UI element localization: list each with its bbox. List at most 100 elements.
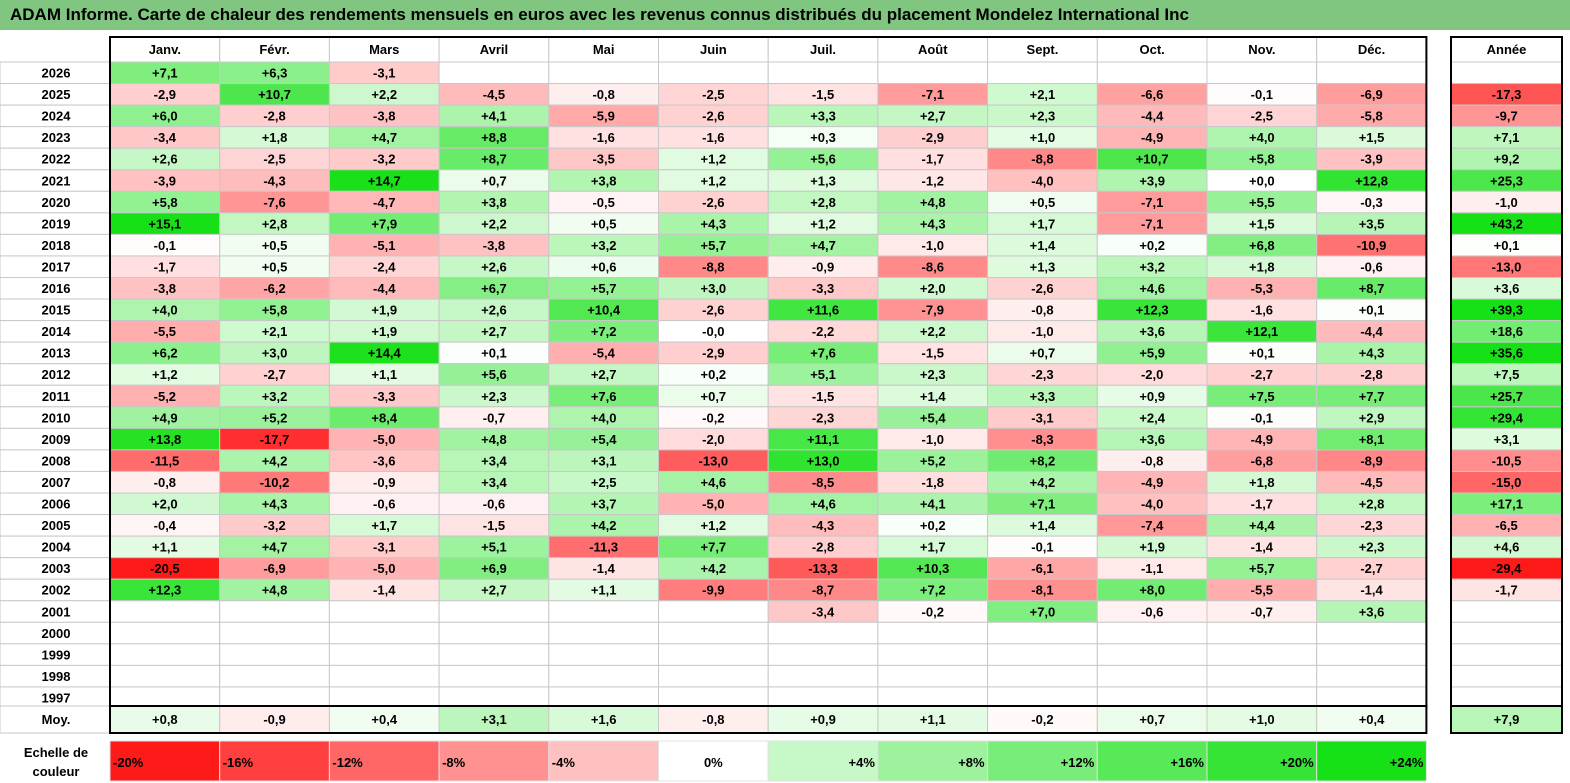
year-total-label: +17,1 [1490,497,1523,512]
heatmap-cell [1206,61,1318,85]
cell-value-label: +1,4 [920,389,946,404]
cell-value-label: -2,0 [702,432,724,447]
cell-value-label: -0,8 [1031,303,1053,318]
heatmap-cell [877,643,989,666]
cell-value-label: -4,9 [1141,130,1163,145]
cell-value-label: -1,4 [592,561,615,576]
year-label: 2021 [42,173,71,188]
year-label: 2014 [42,324,72,339]
cell-value-label: +4,8 [262,583,288,598]
cell-value-label: +7,1 [1030,497,1056,512]
cell-value-label: +8,8 [481,130,507,145]
cell-value-label: -17,7 [260,432,290,447]
heatmap-cell [438,600,550,623]
cell-value-label: -6,2 [263,281,285,296]
cell-value-label: +1,8 [1249,475,1275,490]
heatmap-cell [877,61,989,85]
cell-value-label: +1,7 [371,518,397,533]
cell-value-label: +5,5 [1249,195,1275,210]
year-label: 2000 [42,626,71,641]
year-label: 2012 [42,367,71,382]
cell-value-label: +7,9 [371,216,397,231]
cell-value-label: +3,2 [591,238,617,253]
cell-value-label: +12,3 [1136,303,1169,318]
cell-value-label: -4,3 [263,173,285,188]
cell-value-label: +0,9 [1139,389,1165,404]
cell-value-label: -5,5 [1251,583,1273,598]
cell-value-label: +4,3 [701,216,727,231]
cell-value-label: -4,5 [1360,475,1382,490]
avg-value-label: -0,2 [1031,712,1053,727]
cell-value-label: +0,7 [701,389,727,404]
heatmap-cell [1316,621,1427,645]
cell-value-label: -7,1 [922,87,944,102]
cell-value-label: -1,1 [1141,561,1163,576]
cell-value-label: +0,7 [481,173,507,188]
cell-value-label: +0,1 [481,346,507,361]
cell-value-label: +13,8 [148,432,181,447]
cell-value-label: +4,6 [1139,281,1165,296]
year-label: 2006 [42,497,71,512]
cell-value-label: -0,8 [592,87,614,102]
avg-value-label: +0,4 [1359,712,1385,727]
avg-value-label: -0,8 [702,712,724,727]
cell-value-label: -5,1 [373,238,395,253]
cell-value-label: +3,0 [262,346,288,361]
cell-value-label: -2,6 [702,109,724,124]
scale-swatch [877,740,989,782]
month-header-label: Mai [593,42,615,57]
cell-value-label: -2,5 [702,87,724,102]
cell-value-label: +11,1 [807,432,839,447]
heatmap-cell [767,643,879,666]
year-label: 1997 [42,690,71,705]
cell-value-label: -5,8 [1360,109,1382,124]
scale-tick-label: +16% [1170,755,1204,770]
heatmap-cell [328,621,440,645]
cell-value-label: +7,7 [701,540,727,555]
cell-value-label: +12,1 [1245,324,1278,339]
cell-value-label: +3,2 [1139,259,1165,274]
year-total-label: -15,0 [1492,475,1522,490]
cell-value-label: +1,0 [1030,130,1056,145]
cell-value-label: +7,7 [1359,389,1385,404]
cell-value-label: +2,7 [920,109,946,124]
avg-cell [1316,705,1427,734]
cell-value-label: -4,9 [1141,475,1163,490]
cell-value-label: -1,0 [1031,324,1053,339]
cell-value-label: -4,4 [373,281,396,296]
cell-value-label: -6,1 [1031,561,1053,576]
cell-value-label: +2,6 [481,259,507,274]
heatmap-cell [658,61,769,85]
cell-value-label: +1,9 [1139,540,1165,555]
year-label: 2004 [42,540,72,555]
cell-value-label: +1,7 [1030,216,1056,231]
cell-value-label: -3,1 [373,540,395,555]
cell-value-label: -0,4 [154,518,177,533]
cell-value-label: -1,7 [154,259,176,274]
heatmap-cell [1096,621,1208,645]
cell-value-label: -8,5 [812,475,834,490]
cell-value-label: +4,3 [920,216,946,231]
month-header-label: Avril [480,42,508,57]
year-total-label: -13,0 [1492,259,1522,274]
cell-value-label: +4,1 [920,497,946,512]
cell-value-label: -0,7 [483,410,505,425]
chart-title: ADAM Informe. Carte de chaleur des rende… [0,0,1570,30]
cell-value-label: -2,6 [1031,281,1053,296]
cell-value-label: -7,6 [263,195,285,210]
cell-value-label: +3,2 [262,389,288,404]
year-label: 2025 [42,87,71,102]
avg-value-label: +3,1 [481,712,507,727]
heatmap-cell [1316,664,1427,688]
year-label: 2019 [42,216,71,231]
cell-value-label: +2,9 [1359,410,1385,425]
avg-total-cell [1450,705,1563,734]
cell-value-label: +0,1 [1249,346,1275,361]
year-label: 2017 [42,259,71,274]
cell-value-label: -11,5 [150,453,179,468]
cell-value-label: -7,9 [922,303,944,318]
heatmap-cell [219,643,330,666]
heatmap-cell [109,621,221,645]
cell-value-label: -3,8 [373,109,395,124]
cell-value-label: -13,0 [699,453,729,468]
